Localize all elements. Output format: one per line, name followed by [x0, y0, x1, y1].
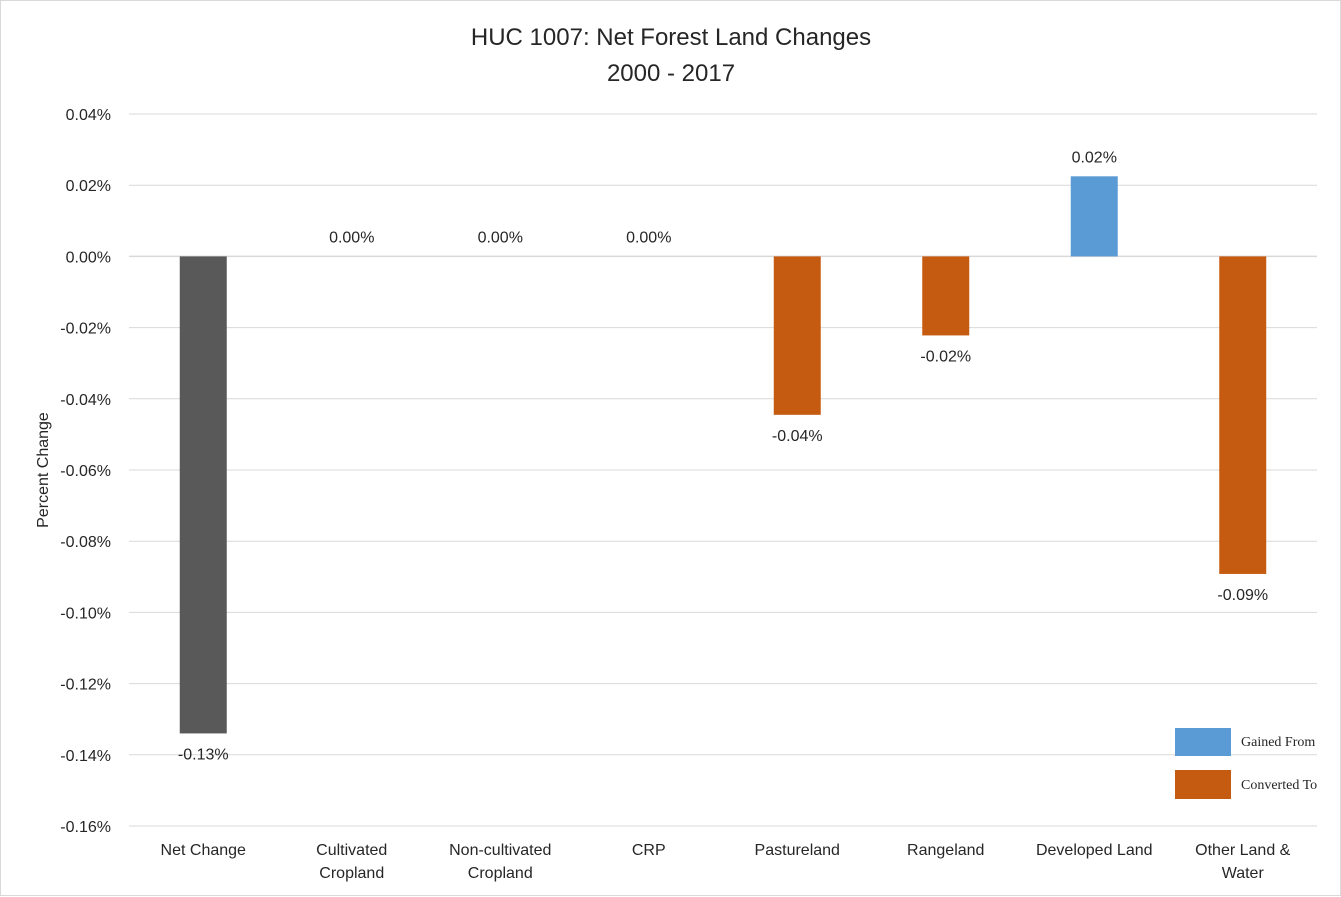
legend-swatch-gained — [1175, 728, 1231, 756]
x-tick-label: Other Land & Water — [1195, 842, 1291, 882]
bar — [1070, 176, 1118, 257]
y-axis-ticks: 0.04% 0.02% 0.00% -0.02% -0.04% -0.06% -0.08% -… — [60, 107, 111, 836]
bar — [179, 256, 227, 734]
bar — [922, 256, 970, 336]
y-tick-label: 0.00% — [66, 249, 111, 266]
bars — [179, 176, 1267, 734]
legend-label-gained: Gained From — [1241, 735, 1315, 750]
y-tick-label: -0.08% — [60, 534, 111, 551]
chart-title-line-2: 2000 - 2017 — [607, 60, 735, 87]
y-tick-label: 0.02% — [66, 178, 111, 195]
data-label: -0.02% — [920, 348, 971, 365]
data-labels: -0.13% 0.00% 0.00% 0.00% -0.04% -0.02% 0.02% -0… — [178, 149, 1268, 763]
x-tick-label: Net Change — [161, 842, 246, 859]
data-label: 0.00% — [626, 229, 671, 246]
y-tick-label: -0.16% — [60, 819, 111, 836]
y-tick-label: -0.06% — [60, 463, 111, 480]
chart-title-line-1: HUC 1007: Net Forest Land Changes — [471, 24, 871, 51]
data-label: 0.00% — [329, 229, 374, 246]
y-tick-label: -0.14% — [60, 748, 111, 765]
x-axis-categories: Net Change Cultivated Cropland Non-cultivat… — [161, 842, 1291, 882]
bar — [773, 256, 821, 415]
legend-label-converted: Converted To — [1241, 778, 1317, 793]
x-tick-label: Rangeland — [907, 842, 984, 859]
x-tick-label: Cultivated Cropland — [316, 842, 387, 882]
y-axis-label: Percent Change — [35, 412, 52, 528]
y-tick-label: -0.02% — [60, 321, 111, 338]
x-tick-label: Developed Land — [1036, 842, 1153, 859]
x-tick-label: CRP — [632, 842, 666, 859]
data-label: -0.04% — [772, 428, 823, 445]
data-label: 0.02% — [1072, 149, 1117, 166]
y-tick-label: 0.04% — [66, 107, 111, 124]
legend: Gained From Converted To — [1175, 728, 1317, 799]
y-tick-label: -0.12% — [60, 677, 111, 694]
data-label: -0.13% — [178, 746, 229, 763]
data-label: 0.00% — [478, 229, 523, 246]
y-tick-label: -0.10% — [60, 605, 111, 622]
x-tick-label: Pastureland — [755, 842, 840, 859]
data-label: -0.09% — [1217, 587, 1268, 604]
bar — [1219, 256, 1267, 574]
gridlines — [129, 113, 1317, 827]
legend-swatch-converted — [1175, 770, 1231, 799]
y-tick-label: -0.04% — [60, 392, 111, 409]
x-tick-label: Non-cultivated Cropland — [449, 842, 551, 882]
